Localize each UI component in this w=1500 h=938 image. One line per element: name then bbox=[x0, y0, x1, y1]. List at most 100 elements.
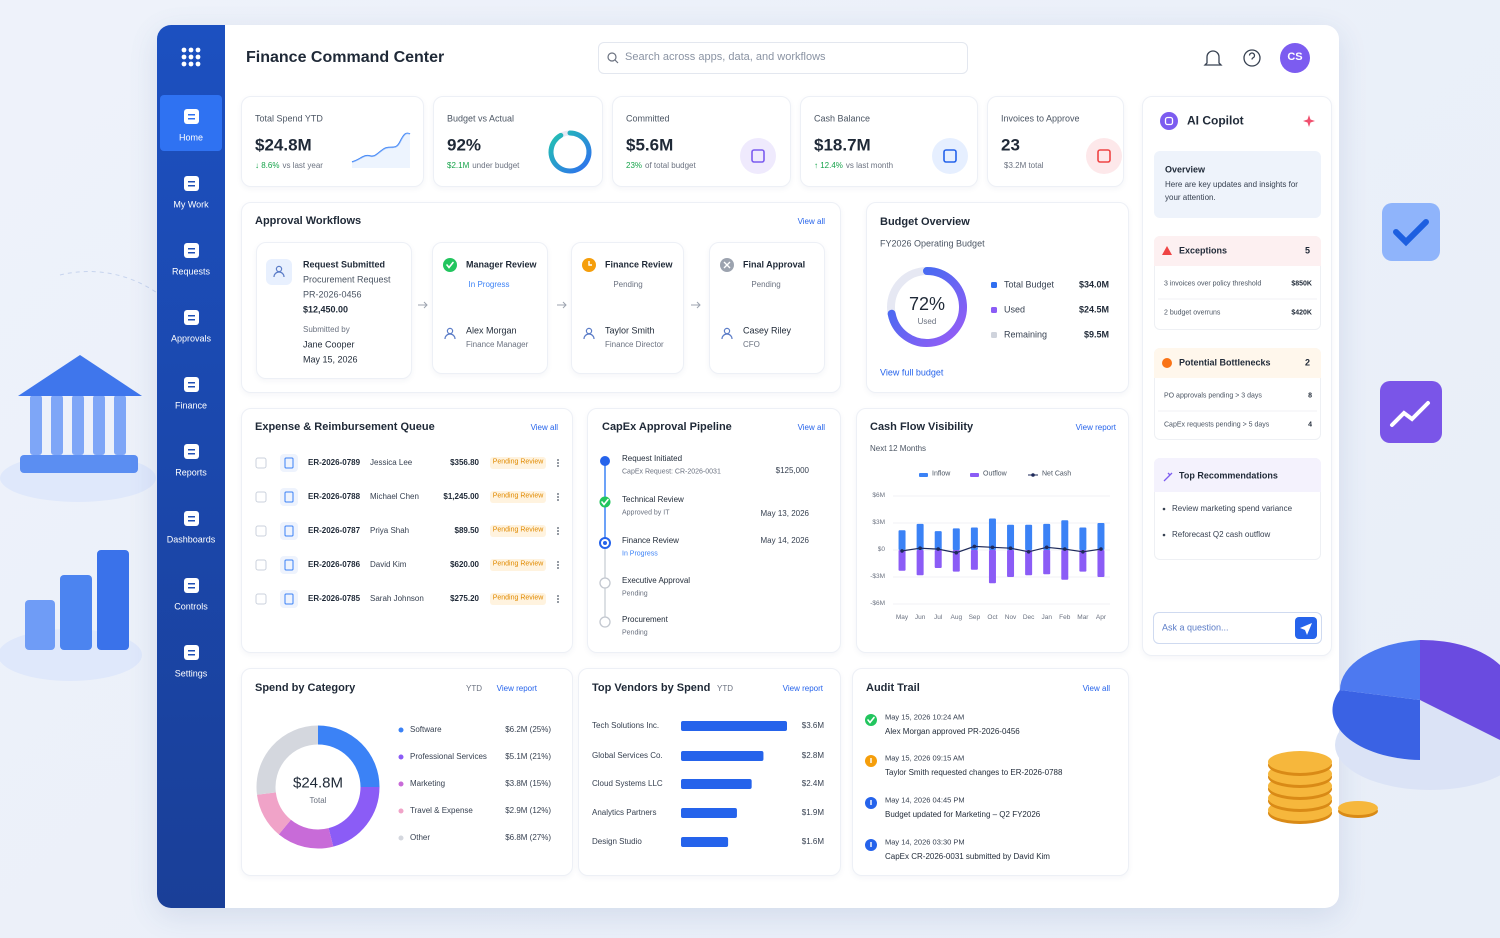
avatar[interactable] bbox=[1280, 43, 1310, 73]
legend-swatch bbox=[970, 473, 979, 477]
legend-swatch bbox=[991, 307, 997, 313]
app-grid-dot bbox=[188, 61, 194, 67]
value-label: $6.8M (27%) bbox=[505, 833, 551, 842]
view-report-link[interactable]: View report bbox=[782, 684, 823, 693]
text: Taylor Smith bbox=[605, 325, 655, 336]
search-box[interactable] bbox=[598, 42, 968, 74]
view-all-link[interactable]: View all bbox=[797, 217, 825, 226]
row-menu[interactable] bbox=[557, 459, 559, 461]
help-icon[interactable] bbox=[1248, 52, 1256, 60]
row-menu[interactable] bbox=[557, 530, 559, 532]
doc-icon-bg bbox=[280, 590, 298, 608]
kpi-note: $2.1M under budget bbox=[447, 161, 519, 171]
text: May 15, 2026 bbox=[303, 354, 358, 365]
nav-label[interactable]: Approvals bbox=[170, 333, 212, 344]
ask-input[interactable] bbox=[1153, 612, 1322, 644]
nav-icon-detail bbox=[188, 516, 195, 518]
text: Request Submitted bbox=[303, 259, 386, 270]
row-menu[interactable] bbox=[557, 462, 559, 464]
nav-icon[interactable] bbox=[184, 243, 199, 258]
nav-icon[interactable] bbox=[184, 176, 199, 191]
notification-bell[interactable] bbox=[1203, 50, 1223, 66]
row-checkbox[interactable] bbox=[255, 525, 267, 537]
text: $850K bbox=[1291, 280, 1312, 288]
row-menu[interactable] bbox=[557, 564, 559, 566]
decor-temple-base bbox=[20, 455, 138, 473]
doc-icon-bg bbox=[280, 488, 298, 506]
text: $12,450.00 bbox=[303, 304, 349, 315]
row-menu[interactable] bbox=[557, 567, 559, 569]
input-placeholder[interactable]: Ask a question... bbox=[1162, 622, 1229, 633]
vendor-name: Cloud Systems LLC bbox=[592, 779, 663, 788]
kpi-label: Budget vs Actual bbox=[447, 113, 515, 124]
nav-icon[interactable] bbox=[184, 645, 199, 660]
row-menu[interactable] bbox=[557, 533, 559, 535]
view-all-link[interactable]: View all bbox=[797, 423, 825, 432]
row-menu[interactable] bbox=[557, 598, 559, 600]
link[interactable]: View full budget bbox=[880, 367, 944, 378]
kpi-card bbox=[241, 96, 424, 187]
view-all-link[interactable]: View all bbox=[1082, 684, 1110, 693]
doc-icon bbox=[284, 559, 294, 571]
nav-icon[interactable] bbox=[184, 109, 199, 124]
row-menu[interactable] bbox=[557, 527, 559, 529]
nav-label[interactable]: Finance bbox=[174, 400, 208, 411]
bar bbox=[916, 523, 924, 550]
row-menu[interactable] bbox=[557, 465, 559, 467]
vendor-name: Analytics Partners bbox=[592, 808, 657, 817]
value-label: $1.9M bbox=[801, 808, 824, 817]
status-pill bbox=[490, 593, 546, 605]
audit-text: Taylor Smith requested changes to ER-202… bbox=[885, 768, 1063, 777]
row-checkbox[interactable] bbox=[255, 491, 267, 503]
card-title: Approval Workflows bbox=[255, 215, 362, 228]
row-menu[interactable] bbox=[557, 493, 559, 495]
text: Procurement bbox=[622, 615, 668, 624]
nav-label[interactable]: Settings bbox=[174, 668, 208, 679]
nav-icon-detail bbox=[188, 185, 195, 187]
legend-label: Software bbox=[410, 725, 442, 734]
row-menu[interactable] bbox=[557, 496, 559, 498]
text: Alex Morgan bbox=[466, 325, 517, 336]
nav-icon[interactable] bbox=[184, 377, 199, 392]
search-placeholder[interactable]: Search across apps, data, and workflows bbox=[625, 51, 826, 64]
nav-icon[interactable] bbox=[184, 578, 199, 593]
row-menu[interactable] bbox=[557, 561, 559, 563]
nav-label[interactable]: Requests bbox=[171, 266, 211, 277]
person-icon-head bbox=[723, 327, 731, 335]
status-label: Pending Review bbox=[492, 492, 544, 500]
group-count: 5 bbox=[1304, 245, 1310, 256]
view-report-link[interactable]: View report bbox=[1075, 423, 1116, 432]
nav-label[interactable]: Reports bbox=[175, 467, 207, 478]
value-label: $5.1M (21%) bbox=[505, 752, 551, 761]
row-checkbox[interactable] bbox=[255, 457, 267, 469]
text: Finance Director bbox=[605, 340, 664, 349]
nav-icon[interactable] bbox=[184, 511, 199, 526]
nav-label[interactable]: Controls bbox=[174, 601, 208, 612]
nav-label[interactable]: Home bbox=[178, 132, 204, 143]
x-tick-label: Aug bbox=[950, 613, 963, 621]
nav-icon[interactable] bbox=[184, 444, 199, 459]
kpi-note: $3.2M total bbox=[1001, 161, 1044, 171]
view-report-link[interactable]: View report bbox=[496, 684, 537, 693]
row-checkbox[interactable] bbox=[255, 593, 267, 605]
row-menu[interactable] bbox=[557, 601, 559, 603]
insight-group-header bbox=[1154, 348, 1321, 378]
text: CFO bbox=[743, 340, 760, 349]
kpi-icon-bg bbox=[1086, 138, 1122, 174]
nav-label[interactable]: Dashboards bbox=[166, 534, 216, 545]
row-menu[interactable] bbox=[557, 595, 559, 597]
donut-total: $24.8M bbox=[292, 774, 344, 792]
card-title: Audit Trail bbox=[866, 682, 920, 695]
view-all-link[interactable]: View all bbox=[530, 423, 558, 432]
nav-icon[interactable] bbox=[184, 310, 199, 325]
net-cash-point bbox=[1008, 546, 1013, 550]
row-menu[interactable] bbox=[557, 499, 559, 501]
nav-label[interactable]: My Work bbox=[173, 199, 209, 210]
row-checkbox[interactable] bbox=[255, 559, 267, 571]
send-icon bbox=[1300, 623, 1312, 635]
pie-segment bbox=[317, 725, 380, 788]
avatar-initials[interactable]: CS bbox=[1287, 51, 1303, 64]
pie-segment bbox=[278, 819, 334, 849]
note-highlight: ↓ 8.6% bbox=[255, 161, 280, 170]
text: YTD bbox=[466, 684, 482, 693]
